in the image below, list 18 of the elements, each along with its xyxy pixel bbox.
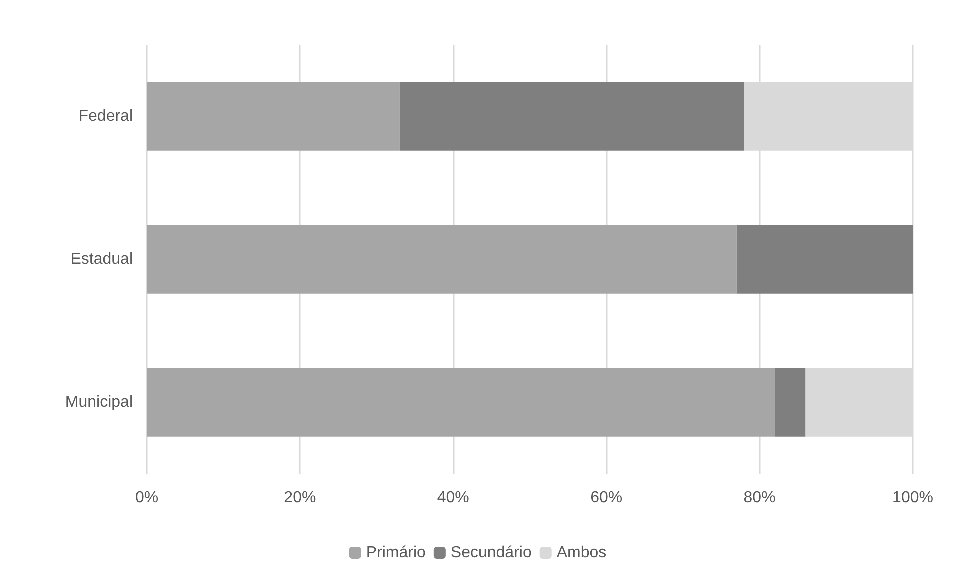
x-tick-label: 60% [590,490,623,506]
legend-label: Primário [366,544,426,562]
x-tick-label: 40% [437,490,470,506]
x-tick-label: 0% [135,490,159,506]
y-tick-label: Estadual [70,251,133,268]
legend-label: Secundário [450,544,532,562]
bar [736,225,913,294]
y-tick-label: Federal [78,108,133,125]
x-tick-label: 20% [284,490,316,506]
bar [400,82,744,151]
x-tick-label: 100% [892,490,934,506]
bar [775,368,806,437]
bar [147,82,400,151]
y-tick-label: Municipal [65,394,133,411]
x-tick-label: 80% [744,490,776,506]
legend-label: Ambos [556,544,607,562]
bar [147,225,737,294]
bar [147,368,776,437]
